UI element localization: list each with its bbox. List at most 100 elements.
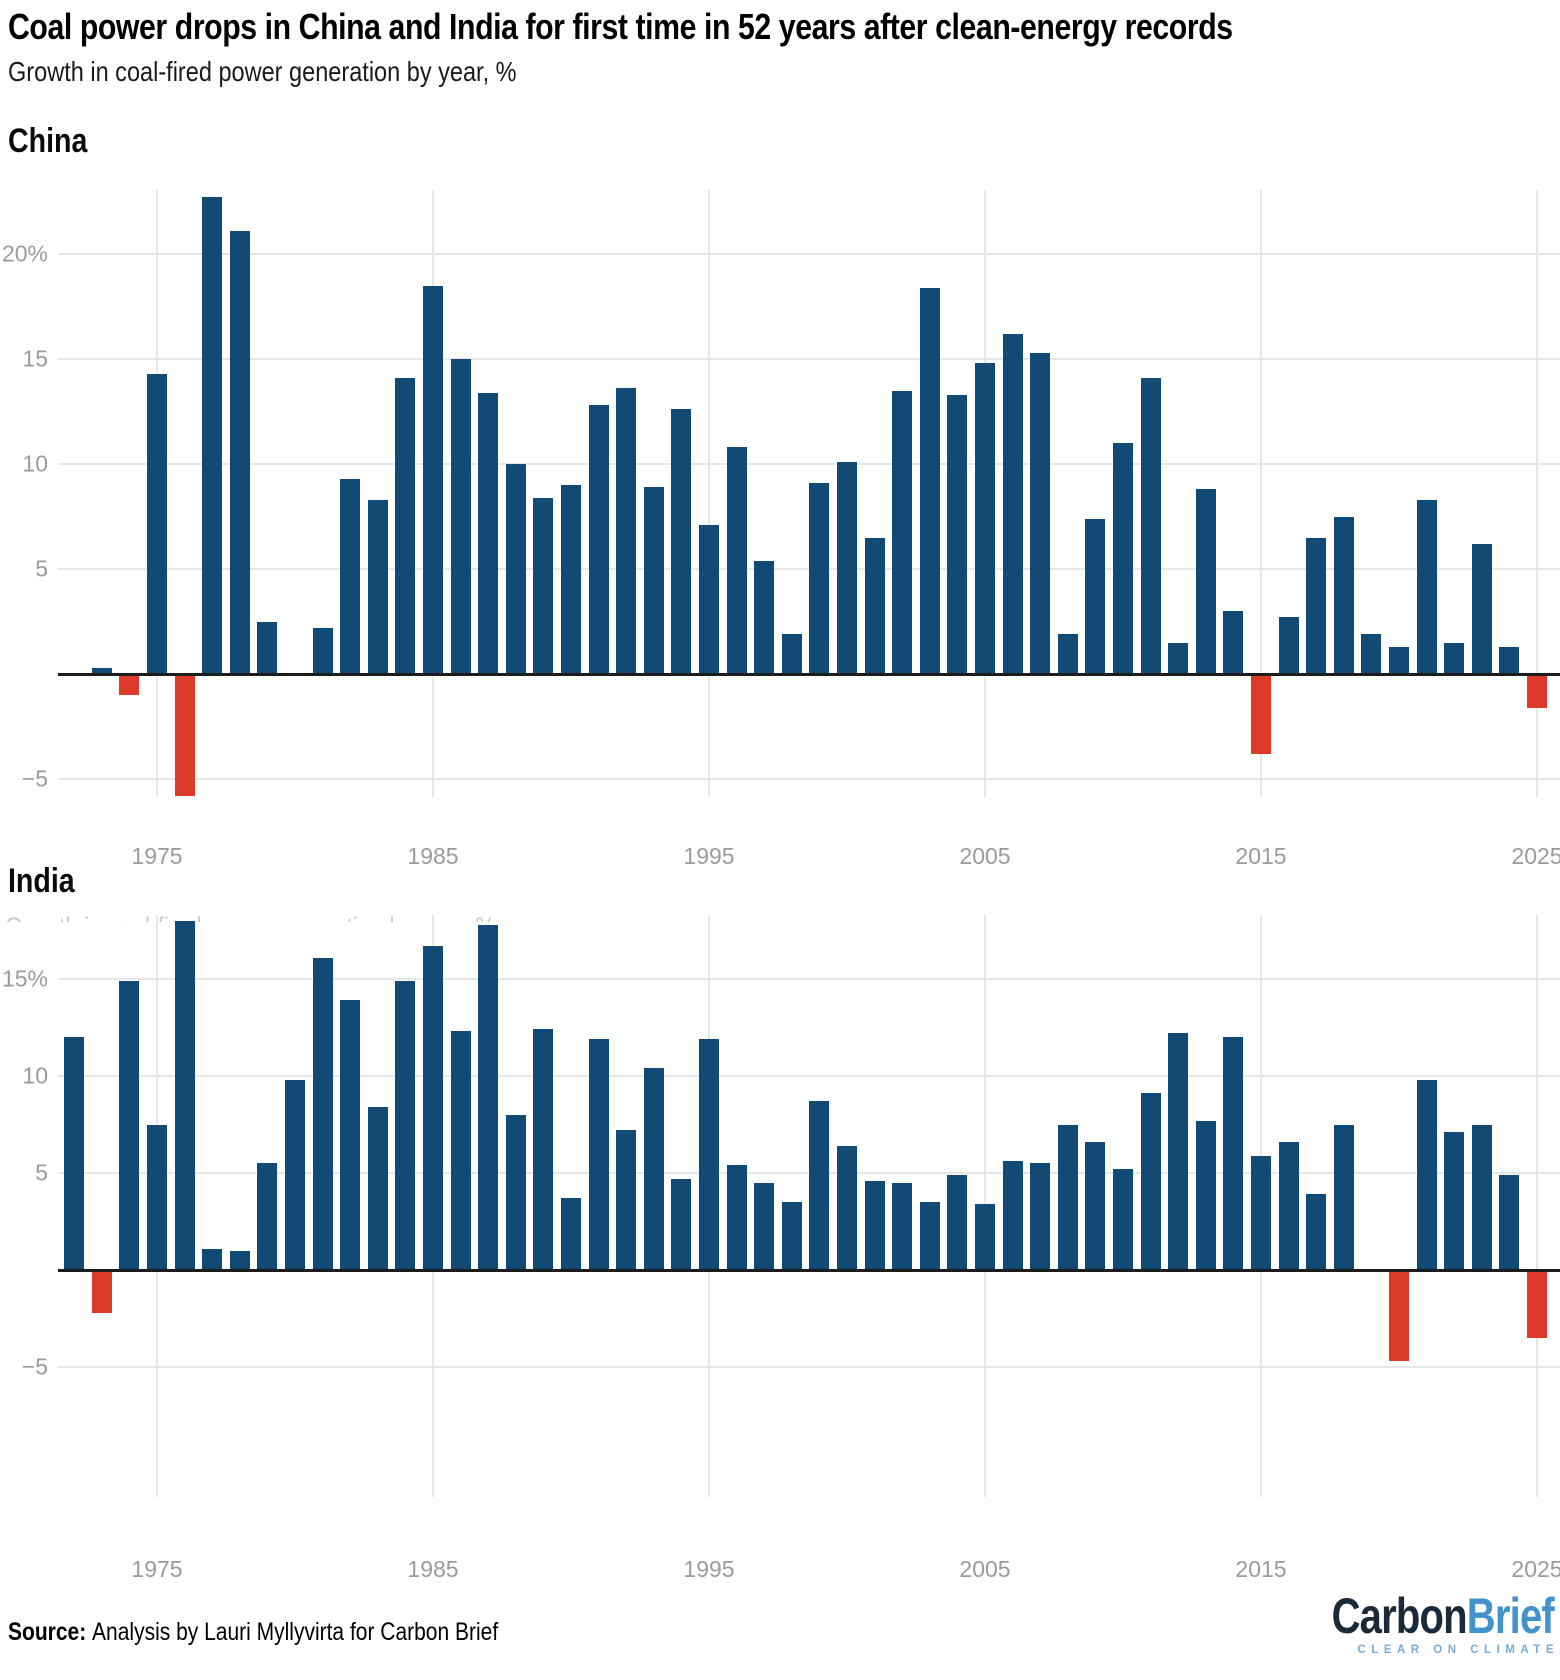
bar-2024	[1499, 646, 1520, 674]
bar-2018	[1333, 516, 1354, 674]
bar-1992	[616, 1130, 637, 1270]
carbonbrief-logo: CarbonBrief CLEAR ON CLIMATE	[1276, 1588, 1555, 1656]
bar-1998	[781, 1202, 802, 1270]
y-axis-label--5: −5	[21, 1353, 48, 1380]
y-gridline--5	[58, 778, 1560, 780]
bar-1995	[699, 1039, 719, 1270]
bar-2002	[892, 390, 913, 674]
bar-2018	[1333, 1124, 1354, 1270]
bar-2017	[1306, 537, 1327, 674]
bar-1994	[671, 409, 692, 674]
x-axis-label-2025: 2025	[1511, 843, 1560, 869]
bar-2008	[1057, 1124, 1078, 1270]
bar-2024	[1499, 1174, 1520, 1270]
y-axis-label-10: 10	[22, 1062, 48, 1089]
bar-1972	[64, 1037, 85, 1270]
bar-1981	[312, 627, 333, 674]
y-gridline-10	[58, 1075, 1560, 1077]
logo-tagline: CLEAR ON CLIMATE	[1357, 1644, 1559, 1656]
bar-2025	[1527, 676, 1547, 708]
bar-2020	[1389, 1272, 1409, 1362]
bar-1986	[450, 1031, 471, 1270]
bar-1989	[533, 497, 554, 674]
bar-2021	[1416, 1079, 1437, 1270]
zero-baseline	[58, 673, 1560, 676]
bar-2017	[1306, 1194, 1327, 1270]
bar-1979	[257, 1163, 278, 1270]
logo-carbon-text: Carbon	[1331, 1588, 1468, 1644]
bar-1986	[450, 359, 471, 674]
bar-2006	[1002, 333, 1023, 674]
y-gridline-5	[58, 568, 1560, 570]
bar-1996	[726, 447, 747, 674]
bar-1973	[91, 1272, 112, 1313]
bar-2014	[1223, 1037, 1244, 1270]
bar-2023	[1471, 1124, 1492, 1270]
bar-1982	[340, 478, 361, 674]
bar-1988	[505, 464, 526, 674]
bar-2005	[975, 1204, 995, 1270]
bar-1985	[423, 946, 443, 1270]
bar-2005	[975, 363, 995, 674]
bar-2016	[1278, 617, 1299, 674]
bar-2004	[947, 394, 968, 674]
bar-1983	[367, 1107, 388, 1270]
bar-2016	[1278, 1141, 1299, 1270]
y-gridline-15	[58, 358, 1560, 360]
decade-gridline-2015	[1260, 190, 1262, 797]
bar-1983	[367, 499, 388, 674]
india-clipped-subtitle: Growth in coal-fired power generation by…	[5, 912, 565, 922]
bar-2022	[1444, 1132, 1465, 1270]
bar-2011	[1140, 377, 1161, 674]
bar-2023	[1471, 543, 1492, 674]
bar-1989	[533, 1029, 554, 1270]
y-gridline-20	[58, 253, 1560, 255]
bar-1974	[119, 676, 140, 695]
bar-1978	[229, 1250, 250, 1270]
bar-1991	[588, 405, 609, 674]
x-axis-label-1985: 1985	[407, 1556, 459, 1582]
bar-1981	[312, 957, 333, 1270]
y-axis-label-20: 20%	[1, 240, 48, 267]
bar-1991	[588, 1039, 609, 1270]
bar-2000	[837, 461, 857, 674]
bar-2009	[1085, 518, 1106, 674]
decade-gridline-1995	[708, 190, 710, 797]
x-axis-label-1975: 1975	[131, 843, 183, 869]
zero-baseline	[58, 1269, 1560, 1272]
bar-1997	[754, 1182, 775, 1270]
bar-1982	[340, 1000, 361, 1270]
bar-1996	[726, 1165, 747, 1270]
bar-1993	[643, 1068, 664, 1270]
page-subtitle: Growth in coal-fired power generation by…	[8, 56, 613, 88]
bar-1973	[91, 667, 112, 674]
source-label: Source:	[8, 1618, 87, 1646]
bar-1998	[781, 634, 802, 674]
bar-1976	[174, 920, 195, 1270]
bar-1987	[478, 924, 499, 1270]
y-gridline--5	[58, 1366, 1560, 1368]
decade-gridline-2025	[1536, 190, 1538, 797]
x-axis-label-2015: 2015	[1235, 1556, 1287, 1582]
page-title: Coal power drops in China and India for …	[8, 6, 1466, 48]
bar-1994	[671, 1178, 692, 1270]
bar-1974	[119, 980, 140, 1270]
y-axis-label-5: 5	[35, 1159, 48, 1186]
bar-2006	[1002, 1161, 1023, 1270]
bar-2015	[1251, 1155, 1271, 1270]
y-gridline-5	[58, 1172, 1560, 1174]
bar-2011	[1140, 1093, 1161, 1270]
bar-2012	[1168, 642, 1189, 674]
bar-1984	[395, 377, 416, 674]
y-axis-label--5: −5	[21, 765, 48, 792]
bar-2015	[1251, 676, 1271, 754]
y-axis-label-10: 10	[22, 450, 48, 477]
bar-1978	[229, 230, 250, 674]
bar-2025	[1527, 1272, 1547, 1338]
bar-1976	[174, 676, 195, 796]
bar-2004	[947, 1174, 968, 1270]
bar-1984	[395, 980, 416, 1270]
bar-1993	[643, 487, 664, 674]
bar-1999	[809, 482, 830, 674]
bar-2008	[1057, 634, 1078, 674]
